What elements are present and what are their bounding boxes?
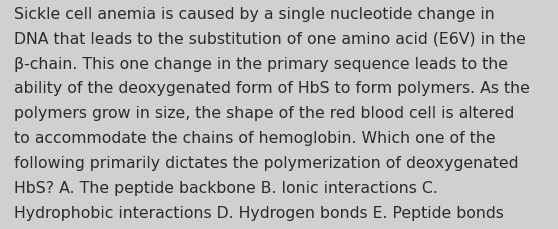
Text: following primarily dictates the polymerization of deoxygenated: following primarily dictates the polymer…	[14, 155, 518, 170]
Text: Sickle cell anemia is caused by a single nucleotide change in: Sickle cell anemia is caused by a single…	[14, 7, 495, 22]
Text: ability of the deoxygenated form of HbS to form polymers. As the: ability of the deoxygenated form of HbS …	[14, 81, 530, 96]
Text: DNA that leads to the substitution of one amino acid (E6V) in the: DNA that leads to the substitution of on…	[14, 32, 526, 46]
Text: HbS? A. The peptide backbone B. Ionic interactions C.: HbS? A. The peptide backbone B. Ionic in…	[14, 180, 438, 195]
Text: β-chain. This one change in the primary sequence leads to the: β-chain. This one change in the primary …	[14, 56, 508, 71]
Text: polymers grow in size, the shape of the red blood cell is altered: polymers grow in size, the shape of the …	[14, 106, 514, 121]
Text: to accommodate the chains of hemoglobin. Which one of the: to accommodate the chains of hemoglobin.…	[14, 131, 496, 145]
Text: Hydrophobic interactions D. Hydrogen bonds E. Peptide bonds: Hydrophobic interactions D. Hydrogen bon…	[14, 205, 504, 220]
